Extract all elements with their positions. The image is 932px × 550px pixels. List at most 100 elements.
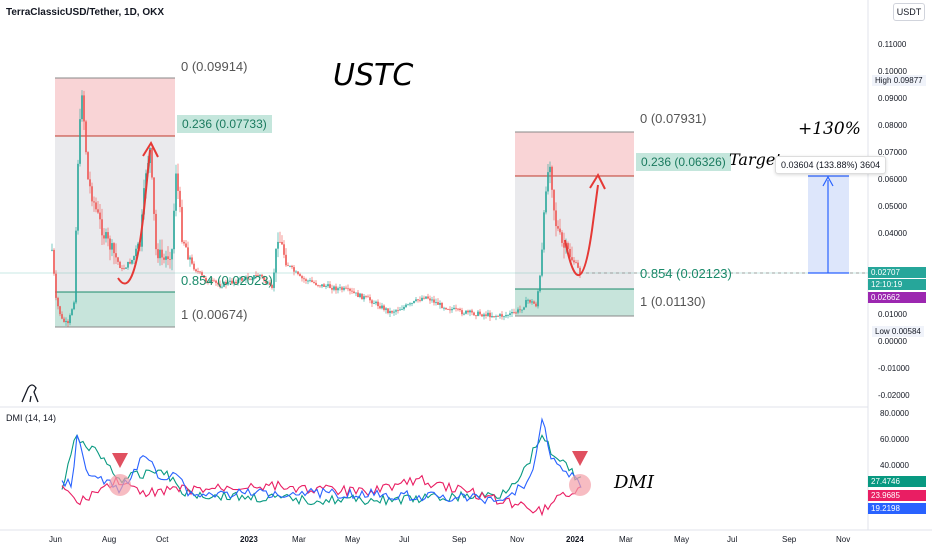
candle-body <box>519 309 521 311</box>
candle-body <box>315 282 317 286</box>
measure-label: 0.03604 (133.88%) 3604 <box>775 156 887 174</box>
candle-body <box>293 267 295 272</box>
candle-body <box>467 310 469 313</box>
candle-body <box>153 177 155 214</box>
candle-body <box>375 301 377 304</box>
symbol-title[interactable]: TerraClassicUSD/Tether, 1D, OKX <box>6 7 165 18</box>
candle-body <box>295 271 297 273</box>
dmi-axis-label: 40.0000 <box>880 461 909 470</box>
candle-body <box>447 309 449 310</box>
price-axis-label: -0.02000 <box>878 391 910 400</box>
candle-body <box>455 307 457 309</box>
candle-body <box>571 257 573 261</box>
candle-body <box>567 243 569 249</box>
candle-body <box>277 241 279 249</box>
low-value: 0.00584 <box>891 327 921 336</box>
candle-body <box>539 275 541 292</box>
dmi-pane-label[interactable]: DMI (14, 14) <box>6 413 57 423</box>
candle-body <box>123 268 125 270</box>
candle-body <box>371 300 373 304</box>
currency-button[interactable]: USDT <box>893 3 925 21</box>
candle-body <box>55 273 57 298</box>
candle-body <box>297 271 299 275</box>
candle-body <box>331 288 333 290</box>
candle-body <box>137 243 139 249</box>
left-arrow-head <box>142 140 159 158</box>
candle-body <box>393 311 395 313</box>
candle-body <box>253 275 255 279</box>
candle-body <box>451 309 453 311</box>
fib-right-label-854: 0.854 (0.02123) <box>640 266 732 281</box>
low-label: Low <box>875 327 890 336</box>
candle-body <box>317 285 319 286</box>
candle-body <box>273 272 275 288</box>
candle-body <box>313 282 315 283</box>
candle-body <box>437 302 439 305</box>
candle-body <box>201 272 203 276</box>
candle-body <box>301 276 303 279</box>
candle-body <box>347 288 349 290</box>
fib-right-red-zone <box>515 132 634 176</box>
price-axis-label: 0.08000 <box>878 121 907 130</box>
dmi-lines <box>61 417 582 517</box>
candle-body <box>193 263 195 270</box>
low-badge: Low 0.00584 <box>872 326 924 337</box>
candle-body <box>525 300 527 308</box>
candle-body <box>557 226 559 229</box>
candle-body <box>409 303 411 305</box>
candle-body <box>115 253 117 258</box>
candle-body <box>95 202 97 210</box>
candle-body <box>71 309 73 316</box>
candle-body <box>223 281 225 287</box>
time-axis-label: May <box>345 535 361 544</box>
candle-body <box>183 241 185 244</box>
candle-body <box>473 312 475 316</box>
time-axis-label: Sep <box>782 535 797 544</box>
candle-body <box>281 241 283 245</box>
dmi-marker-left <box>112 453 128 468</box>
candle-body <box>507 314 509 316</box>
candle-body <box>433 299 435 303</box>
candle-body <box>487 312 489 316</box>
candle-body <box>465 310 467 314</box>
candle-body <box>215 280 217 283</box>
candle-body <box>521 309 523 311</box>
candle-body <box>187 247 189 260</box>
candle-body <box>51 249 53 251</box>
candle-body <box>127 261 129 268</box>
candle-body <box>547 172 549 192</box>
candle-body <box>185 243 187 248</box>
time-axis-label: Aug <box>102 535 117 544</box>
fib-left-label-854: 0.854 (0.02023) <box>181 273 273 288</box>
minus-di-value-badge: 23.9685 <box>868 490 926 501</box>
candle-body <box>423 297 425 299</box>
price-axis-label: 0.01000 <box>878 310 907 319</box>
candle-body <box>359 293 361 298</box>
candle-body <box>513 311 515 313</box>
candle-body <box>481 314 483 317</box>
candle-body <box>343 287 345 290</box>
candle-body <box>361 293 363 300</box>
candle-body <box>349 288 351 291</box>
candle-body <box>549 166 551 173</box>
high-label: High <box>875 76 892 85</box>
time-axis-label: Sep <box>452 535 467 544</box>
candle-body <box>401 309 403 311</box>
candle-body <box>251 278 253 280</box>
candle-body <box>181 207 183 242</box>
candle-body <box>233 281 235 284</box>
candle-body <box>287 265 289 267</box>
candle-body <box>227 281 229 285</box>
candle-body <box>395 310 397 312</box>
candle-body <box>363 296 365 300</box>
candle-body <box>523 307 525 310</box>
price-axis-label: 0.11000 <box>878 40 907 49</box>
candle-body <box>321 284 323 287</box>
time-axis-label: Jul <box>727 535 738 544</box>
candle-body <box>107 232 109 239</box>
candle-body <box>439 302 441 305</box>
candle-body <box>173 210 175 250</box>
candle-body <box>283 244 285 255</box>
candle-body <box>449 309 451 311</box>
